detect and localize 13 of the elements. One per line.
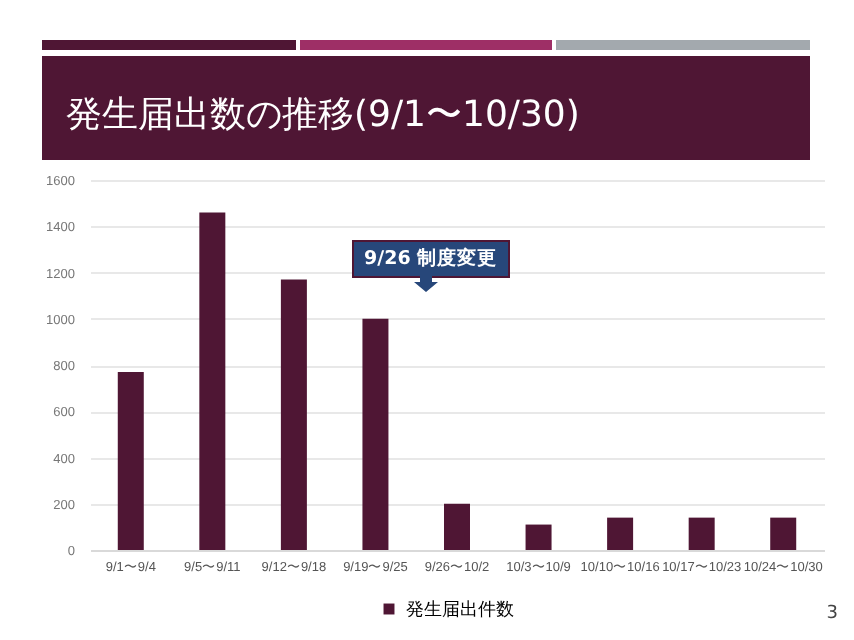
bar [199, 212, 226, 550]
bar [770, 517, 797, 550]
bar [688, 517, 715, 550]
bar [362, 318, 389, 550]
bar [117, 371, 144, 550]
bar [525, 524, 552, 550]
bar [444, 503, 470, 550]
legend-label: 発生届出件数 [406, 599, 514, 621]
text: 3 [826, 604, 838, 624]
chart-title: 発生届出数の推移(9/1〜10/30) [42, 56, 810, 172]
annotation: 9/26 制度変更 [352, 240, 510, 278]
bar [280, 279, 307, 550]
bar [607, 517, 634, 550]
